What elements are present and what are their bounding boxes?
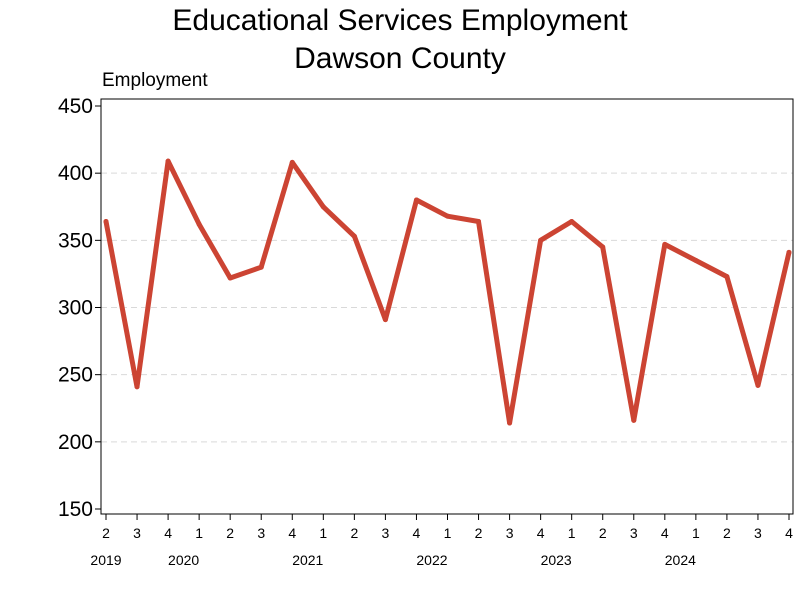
data-point: [134, 384, 140, 390]
x-tick-label: 1: [568, 525, 576, 541]
x-year-label: 2023: [541, 552, 572, 568]
y-tick-label: 400: [58, 162, 93, 185]
x-tick-label: 4: [785, 525, 793, 541]
data-point: [786, 249, 792, 255]
x-tick-label: 3: [133, 525, 141, 541]
data-point: [382, 317, 388, 323]
data-point: [600, 244, 606, 250]
x-tick-label: 1: [319, 525, 327, 541]
x-tick-label: 4: [537, 525, 545, 541]
x-tick-label: 2: [102, 525, 110, 541]
data-point: [662, 241, 668, 247]
x-tick-label: 2: [350, 525, 358, 541]
series-line: [103, 158, 792, 426]
x-tick-label: 2: [599, 525, 607, 541]
x-year-label: 2019: [90, 552, 121, 568]
x-year-label: 2021: [292, 552, 323, 568]
x-tick-label: 1: [195, 525, 203, 541]
x-tick-label: 1: [444, 525, 452, 541]
data-point: [755, 382, 761, 388]
x-year-label: 2024: [665, 552, 696, 568]
data-point: [165, 158, 171, 164]
y-tick-label: 150: [58, 498, 93, 521]
gridlines: [101, 172, 793, 443]
x-tick-label: 1: [692, 525, 700, 541]
y-axis: 150 200 250 300 350 400 450: [58, 95, 101, 521]
data-point: [196, 221, 202, 227]
x-tick-label: 3: [630, 525, 638, 541]
y-tick-label: 250: [58, 364, 93, 387]
data-point: [693, 257, 699, 263]
data-point: [631, 417, 637, 423]
data-point: [320, 204, 326, 210]
data-point: [445, 213, 450, 219]
x-tick-label: 2: [475, 525, 483, 541]
y-axis-label: Employment: [102, 70, 208, 91]
x-axis: 2 3 4 1 2 3 4 1 2 3 4 1 2 3 4 1 2 3 4 1 2 3 4 2019 2020 2021 2022 2…: [90, 514, 793, 568]
data-point: [258, 264, 264, 270]
x-tick-label: 2: [226, 525, 234, 541]
x-tick-label: 2: [723, 525, 731, 541]
data-point: [103, 219, 109, 225]
x-tick-label: 3: [382, 525, 390, 541]
x-tick-label: 4: [288, 525, 296, 541]
x-tick-label: 3: [506, 525, 514, 541]
data-point: [476, 219, 482, 225]
y-tick-label: 300: [58, 297, 93, 320]
data-point: [351, 233, 357, 239]
x-tick-label: 4: [164, 525, 172, 541]
x-year-label: 2020: [168, 552, 199, 568]
series-group: [103, 158, 792, 426]
chart-title-line-1: Educational Services Employment: [172, 4, 628, 37]
data-point: [507, 420, 513, 426]
x-tick-label: 3: [754, 525, 762, 541]
y-tick-label: 200: [58, 431, 93, 454]
data-point: [289, 159, 295, 165]
data-point: [413, 197, 419, 203]
x-tick-label: 4: [413, 525, 421, 541]
data-point: [569, 219, 575, 225]
x-tick-label: 3: [257, 525, 265, 541]
plot-area-frame: [100, 98, 794, 515]
data-point: [538, 237, 544, 243]
x-tick-label: 4: [661, 525, 669, 541]
y-tick-label: 450: [58, 95, 93, 118]
y-tick-label: 350: [58, 229, 93, 252]
data-point: [227, 275, 233, 281]
chart-title-line-2: Dawson County: [294, 42, 506, 75]
x-year-label: 2022: [416, 552, 447, 568]
data-point: [724, 274, 730, 280]
